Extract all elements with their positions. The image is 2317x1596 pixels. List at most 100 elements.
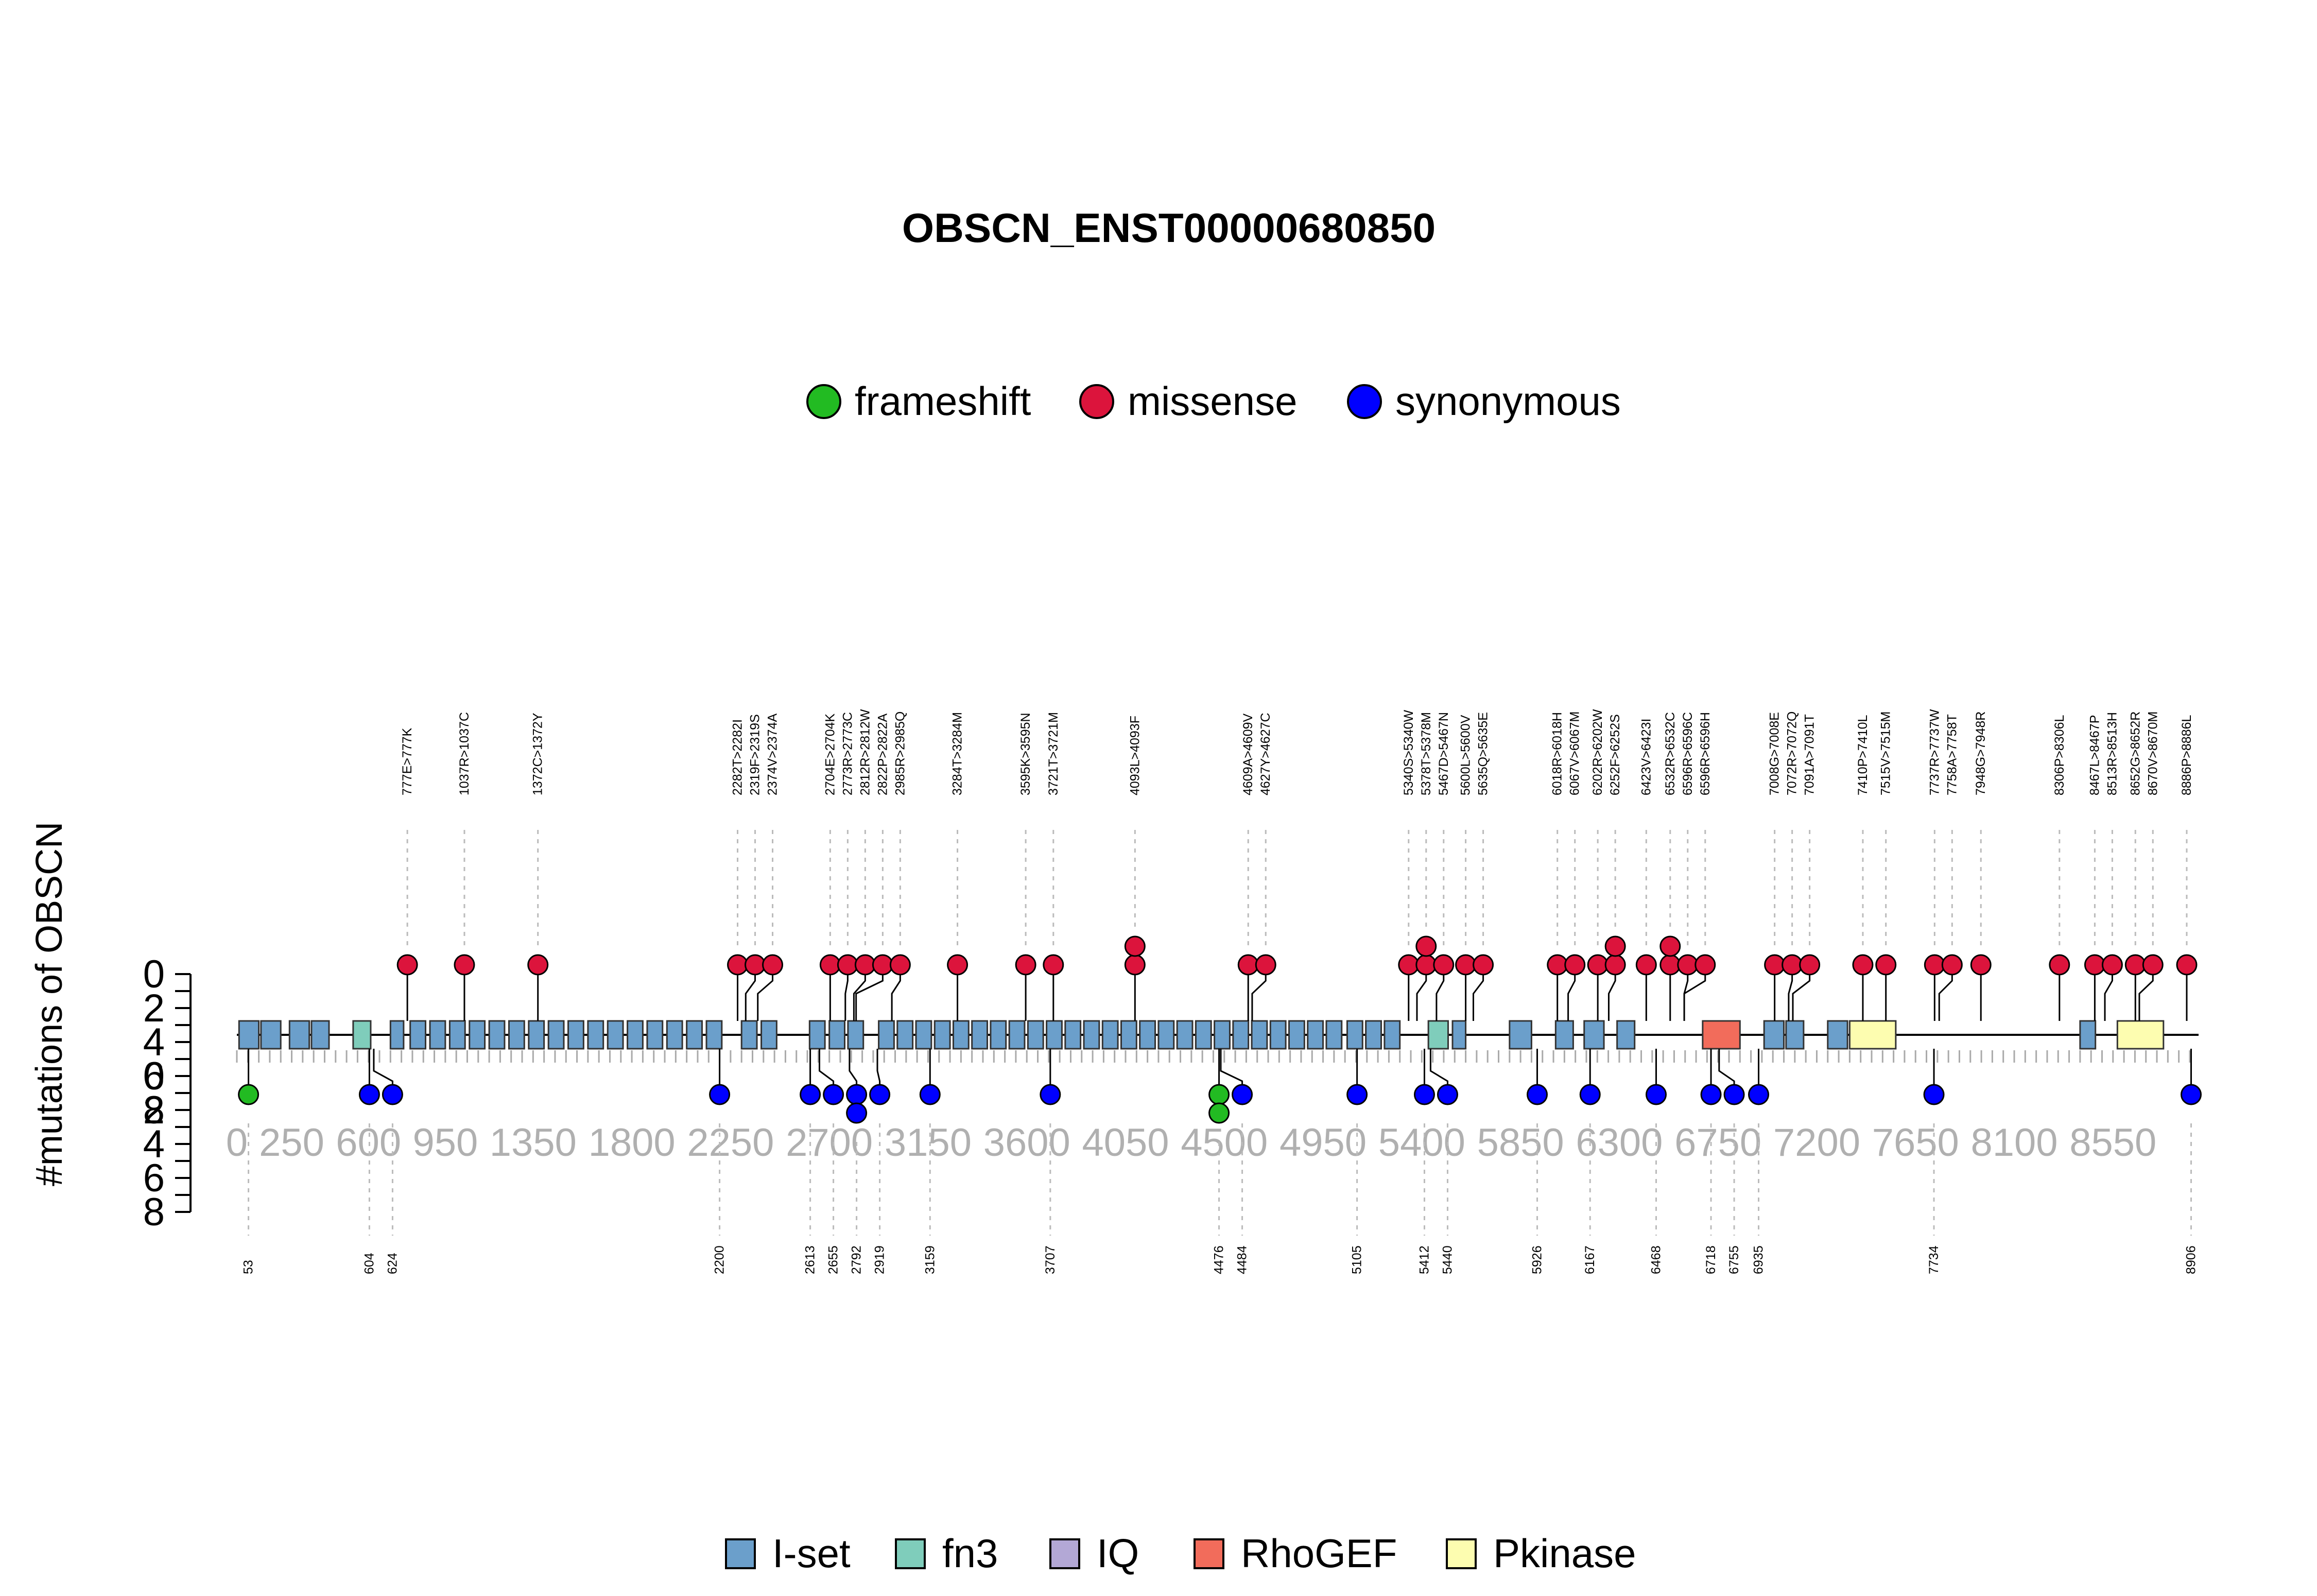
synonymous-point [1748,1084,1770,1105]
domain-I-set [1027,1020,1044,1050]
y-top-tick-label: 6 [143,1054,165,1098]
mutation-label-top: 5378T>5378M [1419,712,1433,795]
missense-point [1604,935,1626,957]
domain-I-set [933,1020,951,1050]
legend-swatch-IQ [1049,1538,1080,1569]
mutation-label-top: 6596R>6596C [1681,712,1695,795]
domain-I-set [952,1020,970,1050]
domain-I-set [808,1020,826,1050]
domain-I-set [1008,1020,1026,1050]
x-tick-label: 3600 [983,1121,1070,1165]
domain-I-set [896,1020,914,1050]
chart-title: OBSCN_ENST00000680850 [902,205,1436,251]
mutation-label-top: 8306P>8306L [2052,715,2067,795]
y-top-tick-label: 0 [143,952,165,996]
lollipop-heads [238,935,2202,1124]
domain-I-set [547,1020,565,1050]
domain-I-set [1083,1020,1100,1050]
missense-point [1433,954,1455,976]
domain-I-set [1176,1020,1194,1050]
stem-top [891,974,901,1021]
missense-point [1415,954,1437,976]
missense-point [1782,954,1803,976]
y-axis-label: #mutations of OBSCN [29,822,70,1186]
domain-I-set [1554,1020,1574,1050]
domain-I-set [429,1020,446,1050]
synonymous-point [919,1084,941,1105]
stem-top [1416,974,1427,1021]
stem-top [855,974,884,1021]
domain-I-set [1064,1020,1082,1050]
domain-I-set [627,1020,644,1050]
mutation-label-bottom: 53 [241,1260,256,1274]
mutation-label-top: 2374V>2374A [766,713,780,795]
stem-top [1472,974,1484,1021]
domain-I-set [1785,1020,1805,1050]
x-tick-label: 2700 [786,1121,873,1165]
synonymous-point [709,1084,731,1105]
missense-point [745,954,766,976]
x-tick-label: 6750 [1674,1121,1761,1165]
missense-point [837,954,858,976]
x-axis: 0 250 600 950 1350 1800 2250 2700 3150 3600 4050 45… [226,1050,2191,1165]
domain-I-set [469,1020,486,1050]
missense-point [1764,954,1786,976]
mutation-label-top: 7008G>7008E [1768,712,1782,795]
domain-I-set [1451,1020,1467,1050]
mutation-label-top: 5600L>5600V [1459,715,1473,795]
domain-I-set [878,1020,895,1050]
mutation-label-top: 6423V>6423I [1639,719,1653,795]
mutation-label-bottom: 2613 [803,1245,818,1274]
domain-I-set [2079,1020,2097,1050]
missense-point [1799,954,1821,976]
domain-I-set [1346,1020,1363,1050]
synonymous-point [1346,1084,1368,1105]
missense-point [1398,954,1420,976]
domain-I-set [1365,1020,1382,1050]
domain-I-set [508,1020,525,1050]
synonymous-point [1645,1084,1667,1105]
stem-top [1788,974,1793,1021]
stem-top [2138,974,2154,1021]
mutation-label-bottom: 6468 [1649,1245,1663,1274]
mutation-label-top: 7758A>7758T [1945,714,1959,795]
mutation-label-bottom: 5440 [1440,1245,1455,1274]
domain-I-set [1307,1020,1324,1050]
legend-marker-synonymous [1347,384,1382,419]
mutation-label-top: 8886P>8886L [2180,715,2194,795]
mutation-label-top: 1372C>1372Y [531,713,545,795]
stem-top [1938,974,1953,1021]
missense-point [1015,954,1036,976]
missense-point [1124,935,1146,957]
mutation-label-top: 8670V>8670M [2146,712,2160,795]
domain-Pkinase [1848,1020,1897,1050]
mutation-label-top: 7737R>7737W [1927,709,1942,795]
missense-point [1237,954,1259,976]
domain-I-set [567,1020,584,1050]
domain-I-set [915,1020,932,1050]
domain-I-set [1763,1020,1785,1050]
x-tick-label: 4500 [1181,1121,1268,1165]
stem-top [853,974,866,1021]
mutation-label-top: 2773R>2773C [840,712,855,795]
mutation-label-top: 6252F>6252S [1608,714,1622,795]
synonymous-point [846,1084,868,1105]
x-tick-label: 4050 [1082,1121,1169,1165]
missense-point [889,954,911,976]
stem-top [745,974,756,1021]
legend-label-synonymous: synonymous [1395,378,1621,424]
x-tick-label: 950 [412,1121,478,1165]
frameshift-point [238,1084,260,1105]
stem-top [2104,974,2113,1021]
mutation-label-top: 7515V>7515M [1879,712,1893,795]
stem-top [1436,974,1445,1021]
mutation-label-top: 6532R>6532C [1663,712,1678,795]
domain-I-set [971,1020,989,1050]
mutation-label-top: 777E>777K [400,727,414,795]
missense-point [2142,954,2164,976]
mutation-label-bottom: 6755 [1727,1245,1741,1274]
missense-point [2124,954,2146,976]
mutation-label-bottom: 6935 [1752,1245,1766,1274]
